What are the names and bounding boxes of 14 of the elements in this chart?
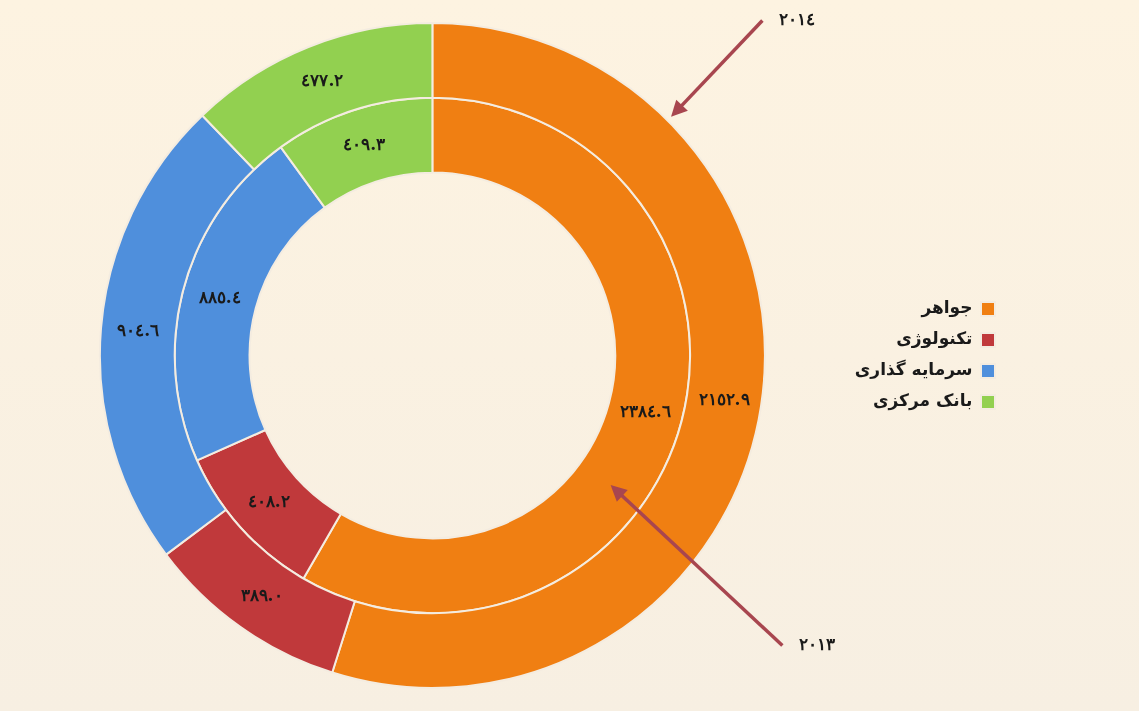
data-label: ٣٨٩.٠ bbox=[240, 584, 283, 605]
legend-label: سرمایه گذاری bbox=[854, 359, 973, 381]
legend-label: جواهر bbox=[920, 297, 973, 319]
data-label: ٢٣٨٤.٦ bbox=[619, 400, 671, 421]
slice-label: ٢٠١٣ bbox=[799, 633, 836, 654]
data-label: ٤٠٩.٣ bbox=[343, 134, 386, 155]
legend-label: بانک مرکزی bbox=[872, 390, 973, 412]
slice-label: ٢٠١٤ bbox=[779, 8, 816, 29]
legend-label: تکنولوژی bbox=[896, 328, 973, 350]
data-label: ٩٠٤.٦ bbox=[117, 319, 160, 340]
data-label: ٤٧٧.٢ bbox=[301, 70, 344, 91]
data-label: ٨٨٥.٤ bbox=[197, 287, 241, 308]
data-label: ٢١٥٢.٩ bbox=[698, 388, 750, 409]
data-label: ٤٠٨.٢ bbox=[247, 491, 290, 512]
